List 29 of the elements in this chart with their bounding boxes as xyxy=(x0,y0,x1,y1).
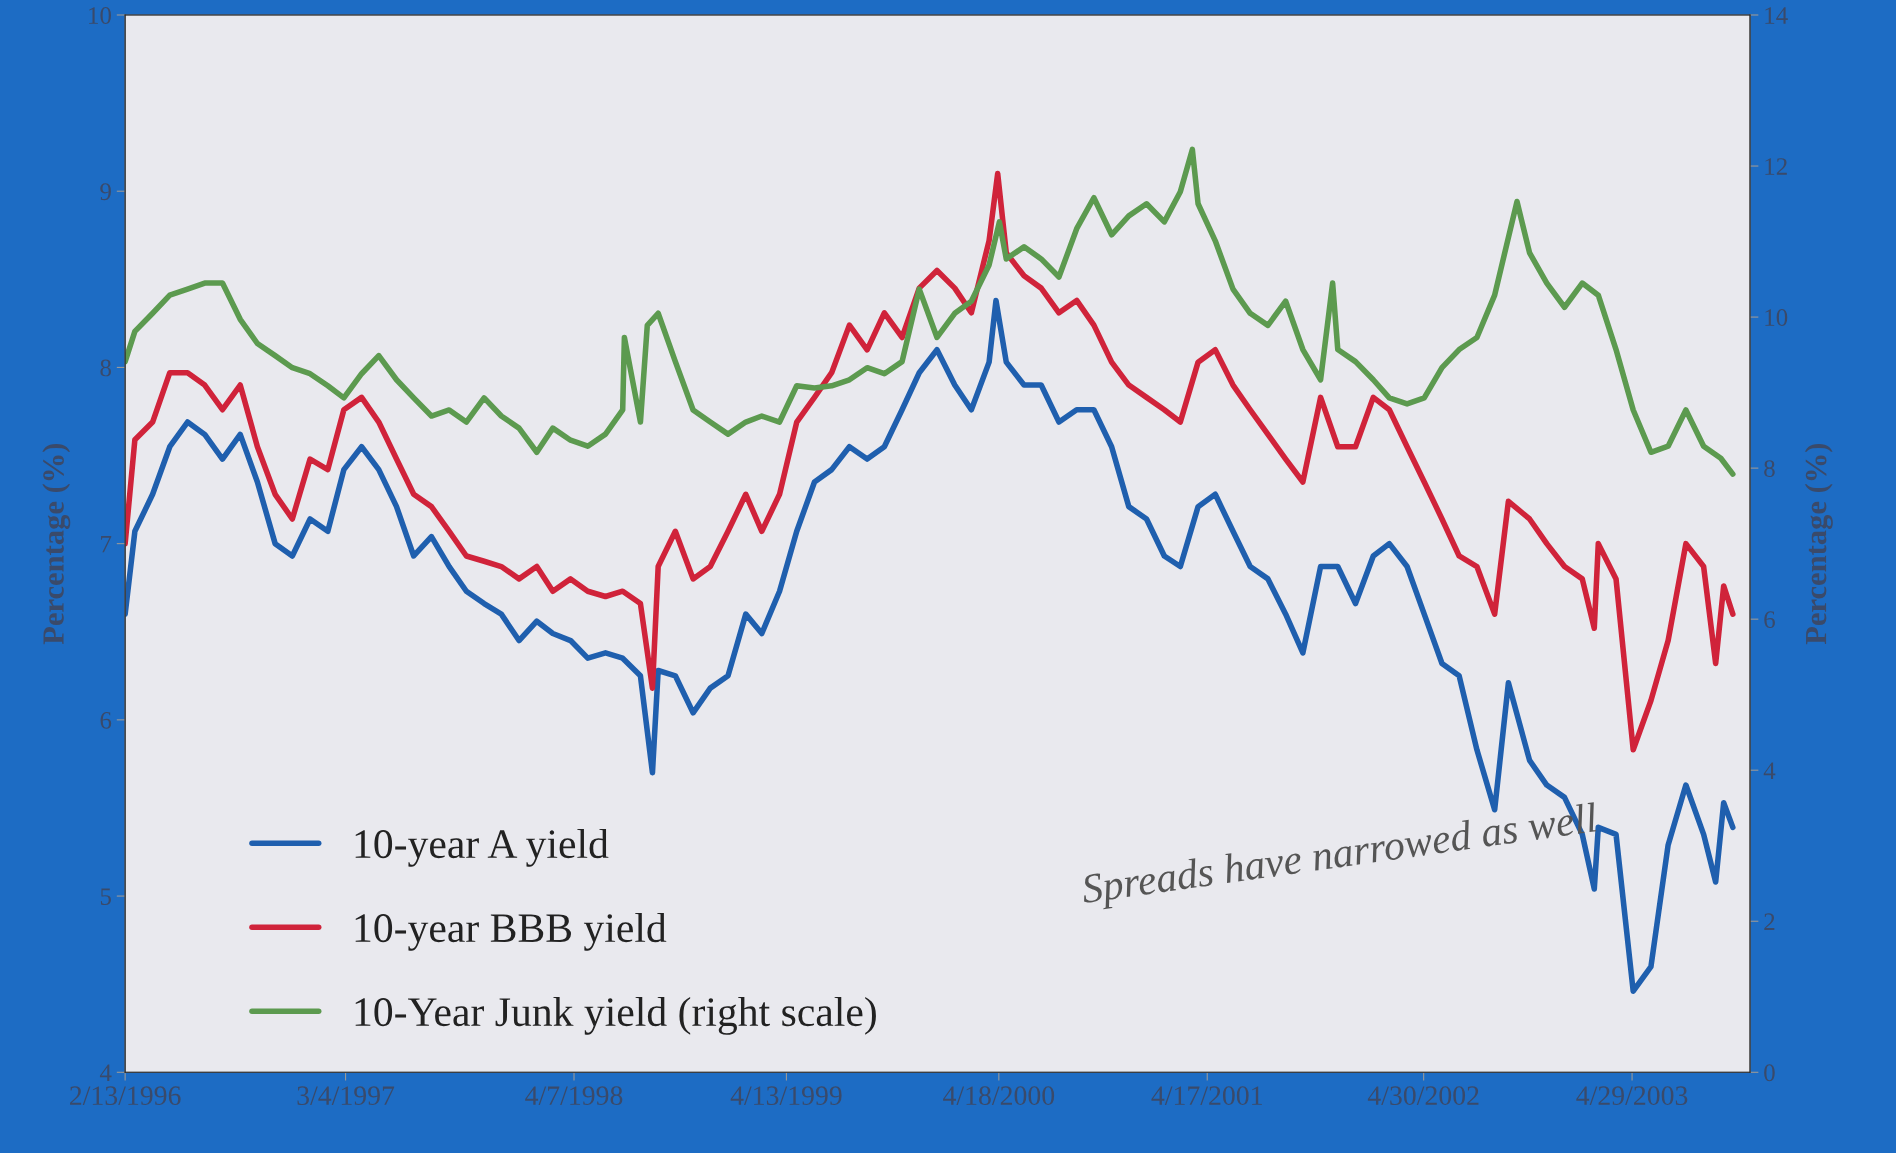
x-tick-label: 4/7/1998 xyxy=(525,1086,623,1106)
y-tick-label: 10 xyxy=(89,7,111,24)
legend-label: 10-year BBB yield xyxy=(355,912,667,951)
y-tick-label: 9 xyxy=(100,183,111,201)
x-tick-label: 4/17/2001 xyxy=(1151,1086,1262,1106)
y-tick-label: 8 xyxy=(100,359,111,377)
x-tick-label: 4/30/2002 xyxy=(1367,1086,1479,1106)
y-axis-title: Percentage (%) xyxy=(42,443,71,645)
legend-label: 10-year A yield xyxy=(355,828,609,867)
y-tick-label: 6 xyxy=(100,711,112,729)
y-tick-label: 7 xyxy=(101,535,112,553)
y2-axis-title: Percentage (%) xyxy=(1804,443,1833,645)
y2-tick-label: 8 xyxy=(1764,460,1775,478)
y2-tick-label: 0 xyxy=(1764,1064,1775,1082)
x-tick-label: 2/13/1996 xyxy=(70,1086,181,1106)
x-tick-label: 4/29/2003 xyxy=(1576,1086,1688,1106)
y2-tick-label: 12 xyxy=(1765,158,1787,175)
x-tick-label: 3/4/1997 xyxy=(297,1086,395,1106)
legend-label: 10-Year Junk yield (right scale) xyxy=(355,996,876,1035)
y2-tick-label: 6 xyxy=(1764,611,1775,629)
y2-tick-label: 4 xyxy=(1763,762,1776,779)
y-tick-label: 4 xyxy=(99,1064,112,1081)
annotation: Spreads have narrowed as well xyxy=(1080,802,1600,912)
y-tick-label: 5 xyxy=(100,888,111,905)
y2-tick-label: 10 xyxy=(1765,309,1788,326)
y2-tick-label: 2 xyxy=(1764,913,1775,930)
y2-tick-label: 14 xyxy=(1765,7,1788,24)
x-tick-label: 4/13/1999 xyxy=(730,1086,842,1106)
x-tick-label: 4/18/2000 xyxy=(943,1086,1055,1106)
